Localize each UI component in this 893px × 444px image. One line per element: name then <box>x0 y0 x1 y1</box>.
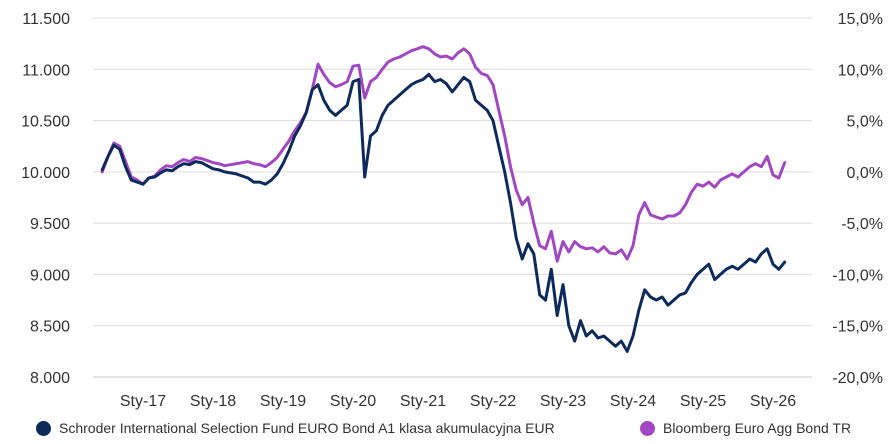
gridlines <box>93 17 812 378</box>
y-right-tick-label: 0,0% <box>847 165 883 182</box>
right-axis-ticks: -20,0% -15,0% -10,0% -5,0% 0,0% 5,0% 10,0% 15,0… <box>832 11 883 387</box>
legend-marker-benchmark <box>640 420 655 436</box>
x-tick-label: Sty-19 <box>260 393 306 410</box>
line-chart: 8.000 8.500 9.000 9.500 10.000 10.500 11.000 11… <box>21 11 883 410</box>
y-right-tick-label: -20,0% <box>832 370 883 387</box>
legend-item-benchmark: Bloomberg Euro Agg Bond TR <box>640 420 851 436</box>
x-tick-label: Sty-17 <box>120 393 166 410</box>
x-tick-label: Sty-26 <box>750 393 796 410</box>
x-tick-label: Sty-21 <box>400 393 446 410</box>
y-right-tick-label: 5,0% <box>847 114 883 131</box>
y-right-tick-label: 10,0% <box>838 62 883 79</box>
y-left-tick-label: 9.000 <box>30 267 70 284</box>
left-axis-ticks: 8.000 8.500 9.000 9.500 10.000 10.500 11.000 11… <box>21 11 70 387</box>
y-left-tick-label: 10.500 <box>21 114 70 131</box>
legend-label-benchmark: Bloomberg Euro Agg Bond TR <box>663 420 852 436</box>
y-left-tick-label: 11.000 <box>22 62 70 79</box>
y-left-tick-label: 9.500 <box>30 216 70 233</box>
x-tick-label: Sty-24 <box>610 393 656 410</box>
x-tick-label: Sty-22 <box>470 393 516 410</box>
legend: Schroder International Selection Fund EU… <box>0 420 893 442</box>
x-tick-label: Sty-25 <box>680 393 726 410</box>
x-axis-ticks: Sty-17 Sty-18 Sty-19 Sty-20 Sty-21 Sty-22 Sty-… <box>120 393 796 410</box>
x-tick-label: Sty-18 <box>190 393 236 410</box>
y-left-tick-label: 11.500 <box>22 11 70 28</box>
x-tick-label: Sty-20 <box>330 393 376 410</box>
y-right-tick-label: -5,0% <box>841 216 883 233</box>
series-line-benchmark <box>100 45 787 263</box>
y-left-tick-label: 10.000 <box>21 165 70 182</box>
y-right-tick-label: 15,0% <box>838 11 883 28</box>
series-line-fund <box>100 72 787 353</box>
y-right-tick-label: -10,0% <box>832 267 883 284</box>
x-tick-label: Sty-23 <box>540 393 586 410</box>
legend-marker-fund <box>36 420 51 436</box>
legend-item-fund: Schroder International Selection Fund EU… <box>36 420 555 436</box>
y-left-tick-label: 8.500 <box>30 319 70 336</box>
series-lines <box>100 45 787 353</box>
legend-label-fund: Schroder International Selection Fund EU… <box>59 420 555 436</box>
y-right-tick-label: -15,0% <box>832 319 883 336</box>
y-left-tick-label: 8.000 <box>30 370 70 387</box>
